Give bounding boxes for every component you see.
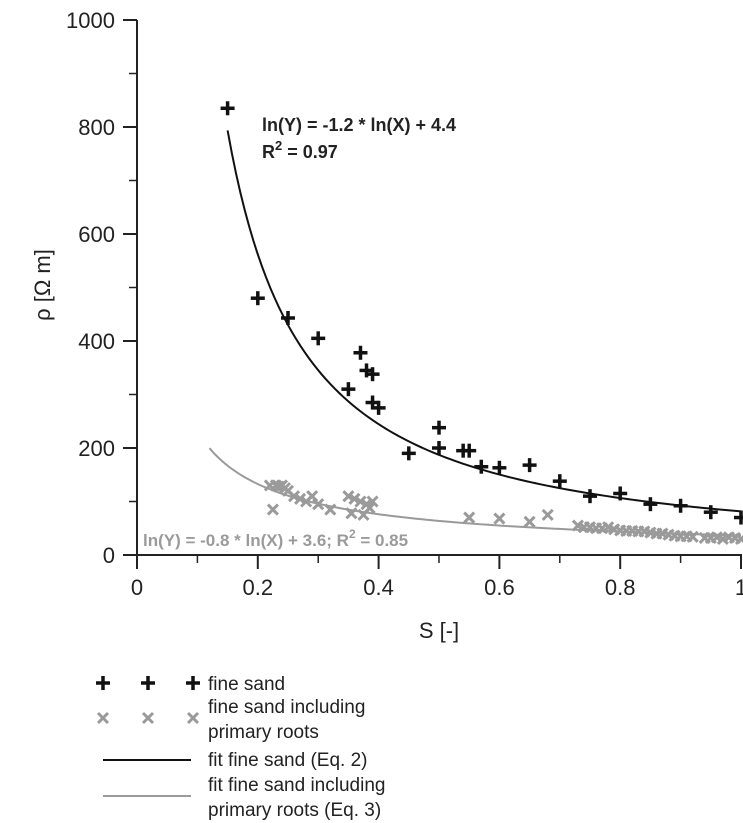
legend-item-2: fine sand including primary roots [96, 697, 365, 743]
roots-point [324, 503, 337, 516]
data-points [220, 101, 743, 546]
fine-sand-point [552, 474, 567, 489]
fit-lines [208, 130, 742, 537]
legend-x-symbol [141, 711, 155, 725]
roots-point [266, 503, 279, 516]
y-axis-title: ρ [Ω m] [30, 249, 55, 321]
fine-sand-point [311, 331, 326, 346]
fine-sand-point [734, 510, 743, 525]
legend-item-3: fit fine sand (Eq. 2) [103, 750, 367, 771]
legend-label: primary roots [208, 722, 319, 743]
fit-fine-sand-curve [226, 130, 742, 513]
x-axis-title: S [-] [419, 618, 459, 643]
fit-roots-equation-suffix: = 0.85 [356, 531, 408, 550]
fine-sand-point [365, 367, 380, 382]
legend-plus-symbol [186, 676, 200, 690]
legend-label: fine sand including [208, 697, 365, 718]
x-tick-label-0.2: 0.2 [243, 575, 274, 600]
x-tick-label-0.4: 0.4 [363, 575, 394, 600]
roots-point [686, 530, 699, 543]
x-tick-label-0.6: 0.6 [484, 575, 515, 600]
fine-sand-point [462, 443, 477, 458]
fine-sand-point [432, 420, 446, 435]
x-tick-label-1: 1 [735, 575, 743, 600]
roots-point [493, 512, 506, 525]
fit-roots-equation: ln(Y) = -0.8 * ln(X) + 3.6; R2 = 0.85 [143, 527, 408, 550]
fine-sand-point [613, 486, 628, 501]
fine-sand-point [250, 291, 265, 306]
legend-label: fit fine sand including [208, 775, 385, 796]
fine-sand-point [281, 310, 295, 325]
roots-point [541, 508, 554, 521]
fit-roots-equation-prefix: ln(Y) = -0.8 * ln(X) + 3.6; R [143, 531, 349, 550]
fine-sand-point [341, 382, 356, 397]
roots-point [734, 532, 743, 546]
roots-point [363, 501, 376, 514]
fine-sand-point [353, 345, 368, 360]
legend-item-1: fine sand [96, 674, 285, 695]
y-tick-label-1000: 1000 [66, 8, 115, 33]
y-tick-label-0: 0 [103, 543, 115, 568]
legend-label: fine sand [208, 674, 285, 695]
legend-x-symbol [96, 711, 110, 725]
roots-point [345, 507, 358, 520]
y-tick-label-400: 400 [78, 329, 115, 354]
roots-point [366, 495, 379, 508]
fine-sand-point [643, 497, 658, 512]
fine-sand-point [492, 460, 507, 475]
fit-fine-sand-r2-sup: 2 [275, 138, 282, 153]
y-tick-label-600: 600 [78, 222, 115, 247]
legend-label: primary roots (Eq. 3) [208, 800, 381, 821]
x-tick-label-0: 0 [131, 575, 143, 600]
fine-sand-point [703, 505, 718, 520]
axes: 0 200 400 600 800 1000 0 0.2 0.4 0.6 0.8 1 [66, 8, 743, 600]
roots-point [463, 511, 476, 524]
legend-plus-symbol [96, 676, 110, 690]
legend-plus-symbol [141, 676, 155, 690]
fit-fine-sand-equation: ln(Y) = -1.2 * ln(X) + 4.4 [262, 115, 456, 135]
fine-sand-point [401, 446, 416, 461]
fine-sand-point [583, 489, 597, 504]
roots-point [312, 498, 325, 511]
legend-item-4: fit fine sand including primary roots (Eq… [103, 775, 385, 821]
fit-fine-sand-r2-suffix: = 0.97 [282, 142, 338, 162]
fit-roots-equation-sup: 2 [349, 527, 356, 541]
fine-sand-point [673, 498, 688, 513]
legend-x-symbol [186, 711, 200, 725]
y-tick-label-200: 200 [78, 436, 115, 461]
fine-sand-point [432, 441, 446, 455]
y-tick-label-800: 800 [78, 115, 115, 140]
fit-fine-sand-r2-prefix: R [262, 142, 275, 162]
fine-sand-point [474, 459, 489, 474]
fine-sand-point [522, 458, 537, 473]
fit-fine-sand-r2: R2 = 0.97 [262, 138, 338, 162]
fine-sand-point [220, 101, 235, 116]
x-tick-label-0.8: 0.8 [605, 575, 636, 600]
fine-sand-point [371, 400, 386, 415]
roots-point [523, 515, 536, 528]
legend-label: fit fine sand (Eq. 2) [208, 750, 367, 771]
